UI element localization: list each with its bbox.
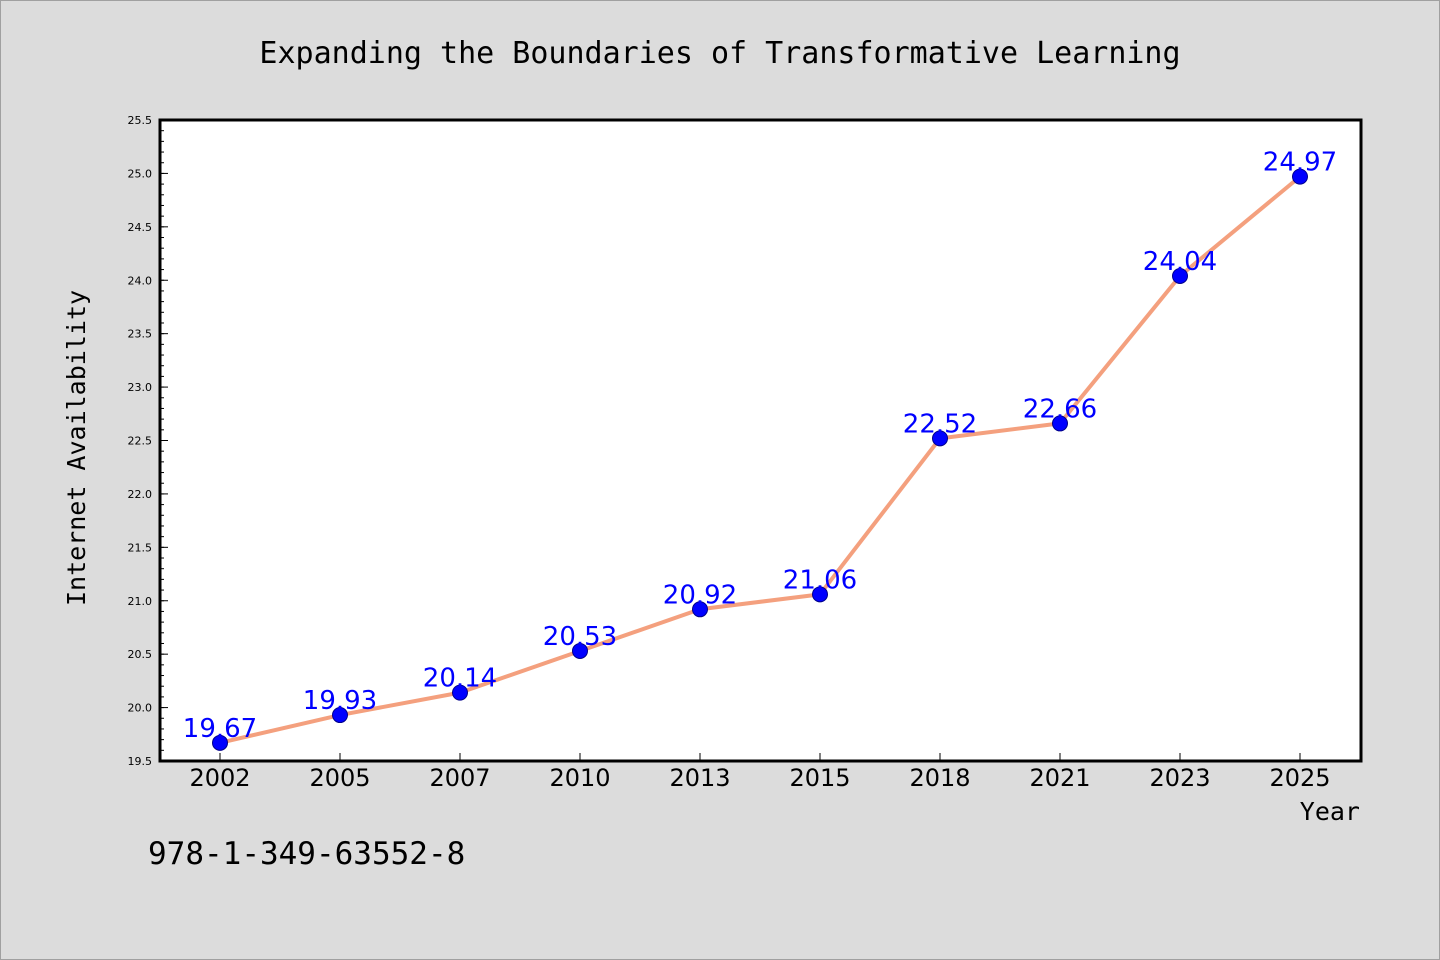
data-point-marker [1172,267,1188,284]
data-label: 20.92 [663,580,737,610]
data-point-marker [452,684,468,701]
data-point-marker [1052,415,1068,432]
x-tick-label: 2002 [189,764,250,792]
plot-area [160,120,1361,761]
y-tick-label: 24.5 [128,221,153,234]
x-tick-label: 2005 [309,764,370,792]
data-label: 24.97 [1263,148,1337,178]
data-label-group: 19.67 19.93 20.14 20.53 20.92 21.06 22.52 22.66… [183,148,1337,744]
data-point-marker [1292,168,1308,185]
series-line [219,175,1302,745]
data-point-marker [332,707,348,724]
y-tick-label: 22.0 [128,488,153,501]
y-tick-label: 20.5 [128,648,153,661]
data-point-marker [212,734,228,751]
marker-group [212,168,1308,751]
data-point-marker [692,601,708,618]
y-tick-label: 20.0 [128,702,153,715]
y-tick-label: 24.0 [128,274,153,287]
x-axis-ticks: 2002 2005 2007 2010 2013 2015 2018 2021 2023 2025 [189,753,1331,792]
series-line-group [219,175,1302,745]
x-tick-label: 2023 [1149,764,1210,792]
data-label: 24.04 [1143,247,1217,277]
y-tick-label: 22.5 [128,435,153,448]
data-label: 19.67 [183,714,257,744]
data-label: 19.93 [303,686,377,716]
data-point-marker [932,430,948,447]
data-label: 20.14 [423,664,497,694]
x-tick-label: 2021 [1029,764,1090,792]
data-label: 20.53 [543,622,617,652]
data-label: 22.52 [903,409,977,439]
isbn-text: 978-1-349-63552-8 [148,836,465,872]
y-tick-label: 25.5 [128,114,153,127]
data-label: 22.66 [1023,394,1097,424]
y-tick-label: 21.0 [128,595,153,608]
y-axis-label: Internet Availability [62,290,91,606]
plot-border [158,118,1363,763]
data-point-marker [572,642,588,659]
x-axis-label: Year [1300,797,1360,826]
y-tick-label: 21.5 [128,541,153,554]
chart-title: Expanding the Boundaries of Transformati… [259,36,1180,71]
x-tick-label: 2007 [429,764,490,792]
y-tick-label: 19.5 [128,755,153,768]
x-tick-label: 2025 [1269,764,1330,792]
y-tick-label: 25.0 [128,167,153,180]
data-label: 21.06 [783,565,857,595]
x-tick-label: 2015 [789,764,850,792]
data-point-marker [812,586,828,603]
x-tick-label: 2010 [549,764,610,792]
y-tick-label: 23.0 [128,381,153,394]
y-tick-label: 23.5 [128,328,153,341]
x-tick-label: 2013 [669,764,730,792]
x-tick-label: 2018 [909,764,970,792]
